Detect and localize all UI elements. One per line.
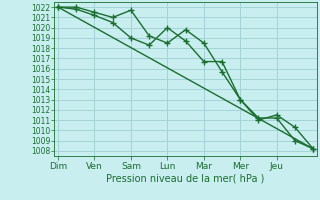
X-axis label: Pression niveau de la mer( hPa ): Pression niveau de la mer( hPa ): [107, 173, 265, 183]
